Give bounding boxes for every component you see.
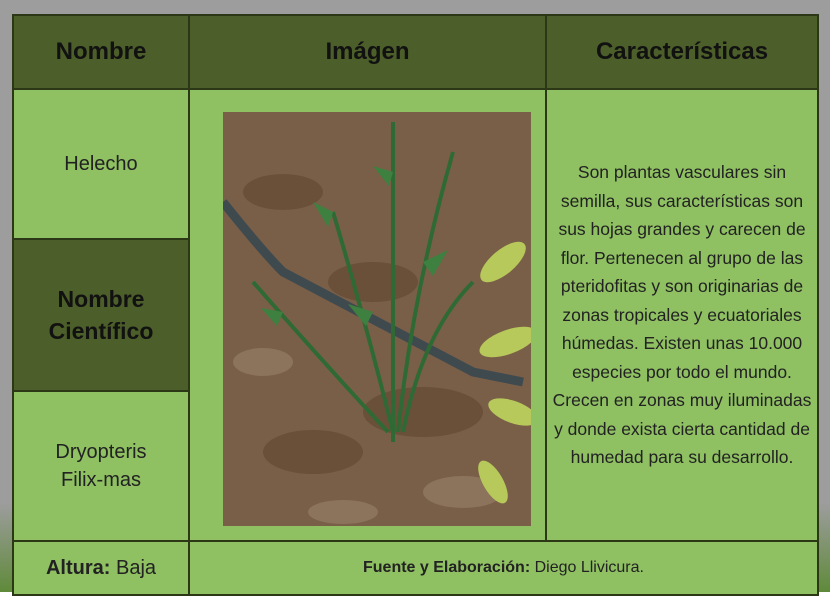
scientific-name: Dryopteris Filix-mas [55,441,147,491]
header-text: Nombre [55,38,147,65]
scientific-label-cell: Nombre Científico [12,238,190,392]
height-value: Baja [115,556,157,579]
source-label: Fuente y Elaboración: [363,559,531,576]
common-name: Helecho [64,152,138,175]
description: Son plantas vasculares sin semilla, sus … [552,162,812,468]
scientific-name-cell: Dryopteris Filix-mas [12,390,190,542]
header-cell: Imágen [188,14,547,90]
header-text: Imágen [325,38,410,65]
height-cell: Altura: Baja [12,540,190,596]
plant-photo [223,112,531,526]
description-cell: Son plantas vasculares sin semilla, sus … [545,88,819,542]
header-cell: Nombre [12,14,190,90]
header-cell: Características [545,14,819,90]
source-cell: Fuente y Elaboración: Diego Llivicura. [188,540,819,596]
source-value: Diego Llivicura. [534,559,644,576]
height-label: Altura: [45,556,111,579]
header-text: Características [595,38,769,65]
scientific-label: Nombre Científico [48,286,154,344]
common-name-cell: Helecho [12,88,190,240]
image-cell [188,88,547,542]
